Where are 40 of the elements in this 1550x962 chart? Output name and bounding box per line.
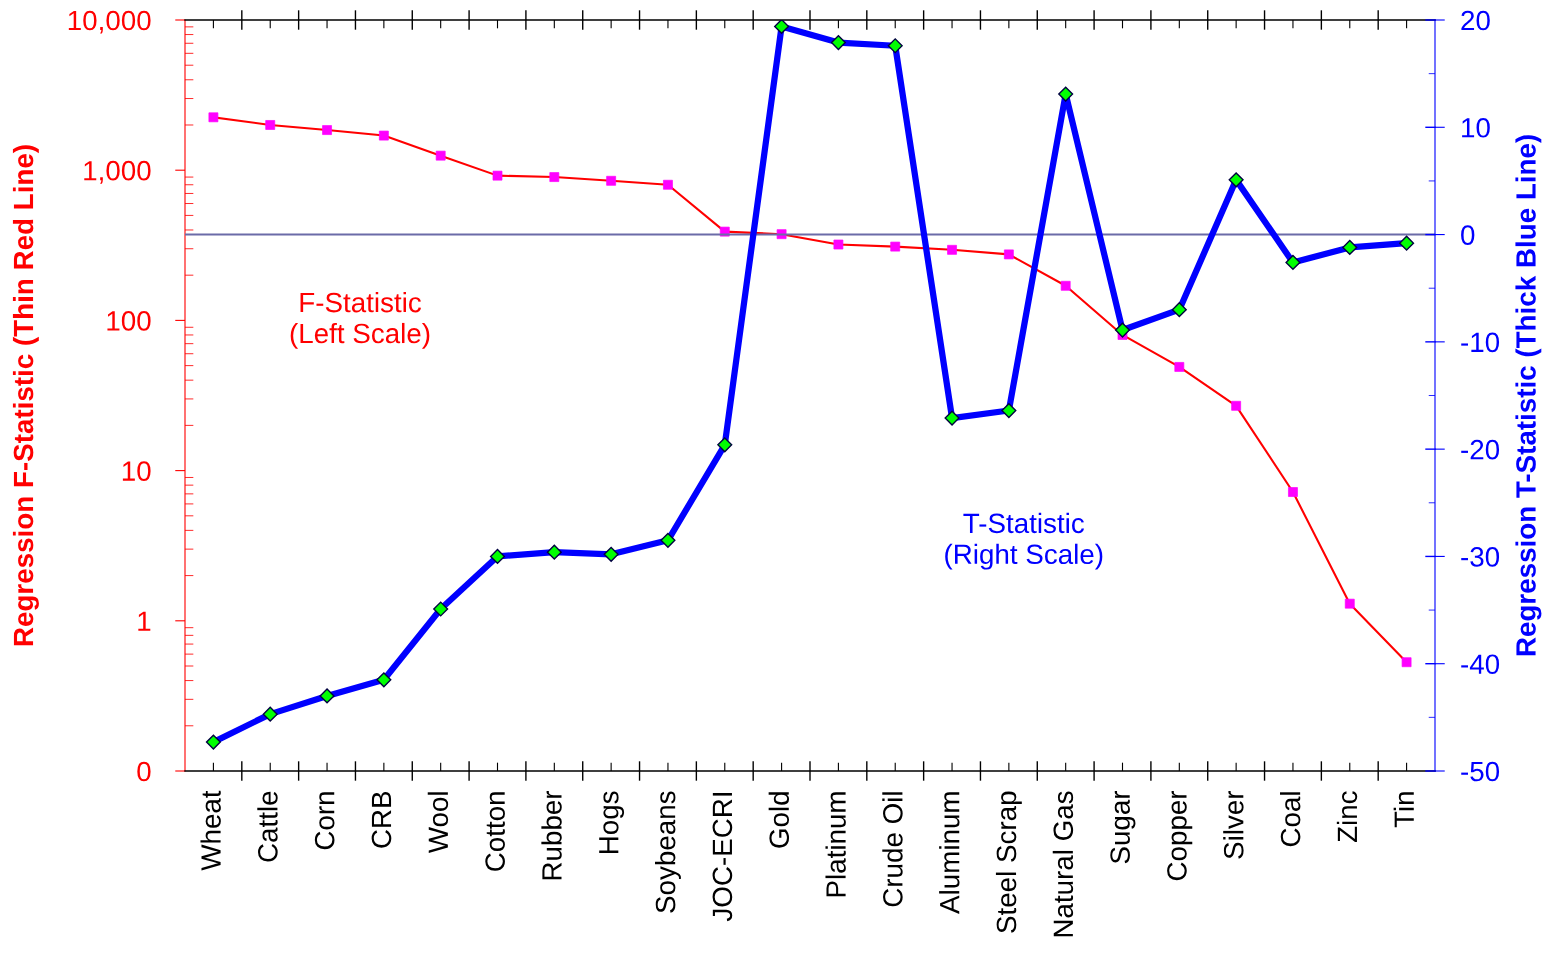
x-tick-label: Platinum bbox=[825, 792, 846, 897]
y2-tick-label: 20 bbox=[1461, 10, 1490, 31]
x-tick-label: Rubber bbox=[541, 790, 562, 880]
x-tick-label: Zinc bbox=[1336, 791, 1358, 843]
x-tick-label: Gold bbox=[768, 792, 790, 848]
x-tick-label: Aluminum bbox=[939, 792, 960, 914]
x-tick-label: CRB bbox=[371, 791, 392, 848]
y2-tick-label: -30 bbox=[1461, 547, 1500, 567]
x-tick-label: Coal bbox=[1280, 792, 1301, 847]
x-tick-label: Corn bbox=[314, 792, 335, 850]
y2-tick-label: 10 bbox=[1462, 117, 1490, 138]
y2-tick-label: -20 bbox=[1461, 439, 1500, 460]
x-tick-label: Crude Oil bbox=[882, 792, 903, 907]
x-tick-label: Sugar bbox=[1110, 790, 1136, 864]
y2-tick-label: 0 bbox=[1461, 225, 1475, 245]
y-tick-label: 100 bbox=[107, 311, 151, 331]
x-tick-label: Soybeans bbox=[655, 791, 681, 913]
x-tick-label: Silver bbox=[1223, 790, 1244, 859]
annotation: F-Statistic (Left Scale) bbox=[290, 291, 430, 349]
y-tick-label: 1 bbox=[138, 611, 151, 631]
y-tick-label: 1,000 bbox=[84, 160, 151, 184]
x-tick-label: Wool bbox=[427, 792, 449, 854]
x-tick-label: Tin bbox=[1393, 792, 1414, 828]
annotation: T-Statistic (Right Scale) bbox=[945, 512, 1103, 570]
x-tick-label: Natural Gas bbox=[1052, 791, 1074, 937]
x-tick-label: Wheat bbox=[200, 790, 221, 871]
x-tick-label: Cotton bbox=[485, 792, 505, 871]
y2-tick-label: -50 bbox=[1461, 761, 1500, 782]
y2-tick-label: -40 bbox=[1461, 654, 1500, 675]
y-tick-label: 10 bbox=[122, 461, 151, 481]
y-tick-label: 10,000 bbox=[68, 10, 151, 34]
x-tick-label: Steel Scrap bbox=[995, 791, 1022, 933]
y2-axis-title: Regression T-Statistic (Thick Blue Line) bbox=[1515, 135, 1542, 656]
x-tick-label: Copper bbox=[1167, 790, 1193, 881]
y-tick-label: 0 bbox=[137, 761, 151, 782]
y2-tick-label: -10 bbox=[1461, 332, 1500, 353]
x-tick-label: Hogs bbox=[599, 791, 625, 854]
x-tick-label: JOC-ECRI bbox=[712, 793, 733, 922]
x-tick-label: Cattle bbox=[257, 791, 278, 862]
y-axis-title: Regression F-Statistic (Thin Red Line) bbox=[12, 145, 39, 646]
